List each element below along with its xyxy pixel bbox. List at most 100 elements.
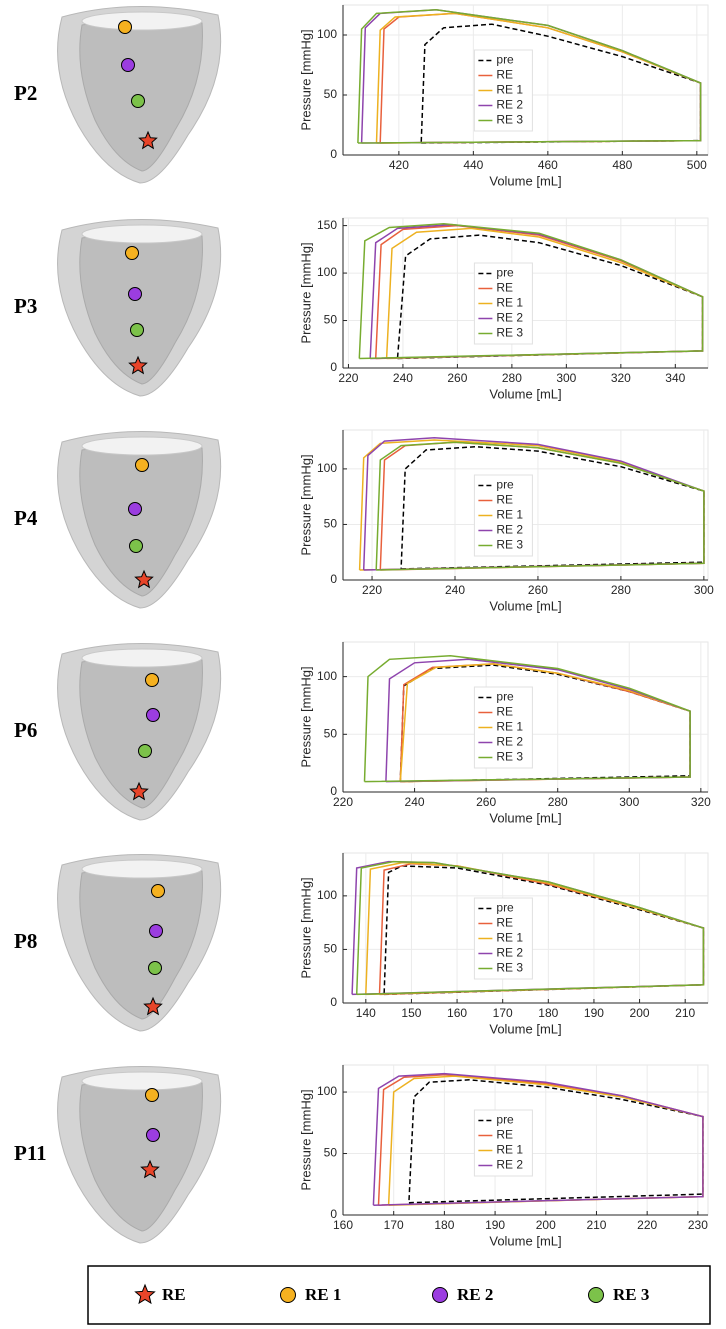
legend-marker (280, 1287, 296, 1303)
pv-loop (408, 1079, 704, 1204)
legend-star (134, 1283, 156, 1305)
legend-label: RE 2 (496, 311, 523, 325)
x-tick-label: 440 (463, 158, 483, 172)
x-tick-label: 220 (333, 795, 353, 809)
x-tick-label: 190 (584, 1006, 604, 1020)
pv-loop (357, 9, 702, 144)
site-star (134, 569, 154, 589)
legend-label: RE 2 (496, 98, 523, 112)
y-tick-label: 0 (330, 360, 337, 374)
panel-label: P8 (14, 929, 37, 953)
x-tick-label: 480 (612, 158, 632, 172)
x-tick-label: 220 (362, 583, 382, 597)
y-axis-label: Pressure [mmHg] (298, 666, 313, 767)
x-tick-label: 200 (536, 1218, 556, 1232)
x-tick-label: 210 (586, 1218, 606, 1232)
y-tick-label: 50 (324, 1146, 338, 1160)
y-tick-label: 100 (317, 265, 337, 279)
y-tick-label: 50 (324, 313, 338, 327)
site-marker (148, 961, 162, 975)
y-axis-label: Pressure [mmHg] (298, 29, 313, 130)
chart: 220 240 260 280 300 320 0 50 100 Volume [mL] Press… (298, 641, 711, 825)
y-axis-label: Pressure [mmHg] (298, 1089, 313, 1190)
legend-label: RE 2 (496, 1158, 523, 1172)
y-tick-label: 50 (324, 87, 338, 101)
y-axis-label: Pressure [mmHg] (298, 454, 313, 555)
y-axis-label: Pressure [mmHg] (298, 242, 313, 343)
heart (57, 430, 222, 609)
x-tick-label: 170 (384, 1218, 404, 1232)
legend-label: RE 3 (496, 538, 523, 552)
y-tick-label: 100 (317, 888, 337, 902)
y-tick-label: 150 (317, 218, 337, 232)
legend-label: RE 2 (496, 523, 523, 537)
chart: 420 440 460 480 500 0 50 100 Volume [mL] Pressure… (298, 4, 709, 188)
x-tick-label: 300 (694, 583, 714, 597)
y-tick-label: 50 (324, 726, 338, 740)
x-tick-label: 220 (338, 371, 358, 385)
site-marker (146, 1128, 160, 1142)
legend-marker (432, 1287, 448, 1303)
site-marker (145, 673, 159, 687)
x-axis-label: Volume [mL] (489, 386, 561, 401)
y-tick-label: 50 (324, 942, 338, 956)
x-tick-label: 500 (687, 158, 707, 172)
x-tick-label: 160 (447, 1006, 467, 1020)
legend-label: pre (496, 53, 514, 67)
site-marker (128, 287, 142, 301)
y-tick-label: 0 (330, 784, 337, 798)
heart-opening (81, 436, 203, 456)
legend-label: RE 1 (496, 720, 523, 734)
legend-label: pre (496, 478, 514, 492)
pv-loop (400, 445, 705, 570)
panel-label: P3 (14, 294, 37, 318)
x-tick-label: 300 (619, 795, 639, 809)
legend-label: RE 1 (496, 931, 523, 945)
x-tick-label: 140 (356, 1006, 376, 1020)
legend-marker (588, 1287, 604, 1303)
y-tick-label: 100 (317, 1084, 337, 1098)
legend-label: pre (496, 901, 514, 915)
x-tick-label: 320 (691, 795, 711, 809)
x-tick-label: 230 (688, 1218, 708, 1232)
heart-opening (81, 648, 203, 668)
x-axis-label: Volume [mL] (489, 1021, 561, 1036)
x-tick-label: 200 (630, 1006, 650, 1020)
site-star (143, 996, 163, 1016)
y-axis-label: Pressure [mmHg] (298, 877, 313, 978)
panel-label: P6 (14, 718, 37, 742)
heart-opening (81, 11, 203, 31)
x-tick-label: 260 (447, 371, 467, 385)
heart (57, 642, 222, 821)
legend-text: RE 2 (457, 1285, 493, 1304)
legend-label: RE 3 (496, 961, 523, 975)
legend-label: RE (496, 1128, 513, 1142)
x-tick-label: 420 (389, 158, 409, 172)
y-tick-label: 0 (330, 572, 337, 586)
y-tick-label: 50 (324, 517, 338, 531)
legend-label: RE (496, 493, 513, 507)
x-tick-label: 300 (556, 371, 576, 385)
x-axis-label: Volume [mL] (489, 810, 561, 825)
x-tick-label: 220 (637, 1218, 657, 1232)
legend-label: RE 2 (496, 946, 523, 960)
site-marker (145, 1088, 159, 1102)
site-marker (128, 502, 142, 516)
site-marker (130, 323, 144, 337)
legend-label: RE 1 (496, 1143, 523, 1157)
site-marker (121, 58, 135, 72)
x-tick-label: 260 (528, 583, 548, 597)
site-marker (149, 924, 163, 938)
pv-loop (355, 860, 705, 996)
site-marker (125, 246, 139, 260)
x-tick-label: 240 (405, 795, 425, 809)
legend-label: pre (496, 1113, 514, 1127)
panel-label: P4 (14, 506, 38, 530)
y-tick-label: 0 (330, 1207, 337, 1221)
site-star (129, 781, 149, 801)
y-tick-label: 0 (330, 995, 337, 1009)
legend-label: RE (496, 916, 513, 930)
x-axis-label: Volume [mL] (489, 598, 561, 613)
site-star (128, 355, 148, 375)
chart: 140 150 160 170 180 190 200 210 0 50 100 Volume [mL… (298, 852, 709, 1036)
